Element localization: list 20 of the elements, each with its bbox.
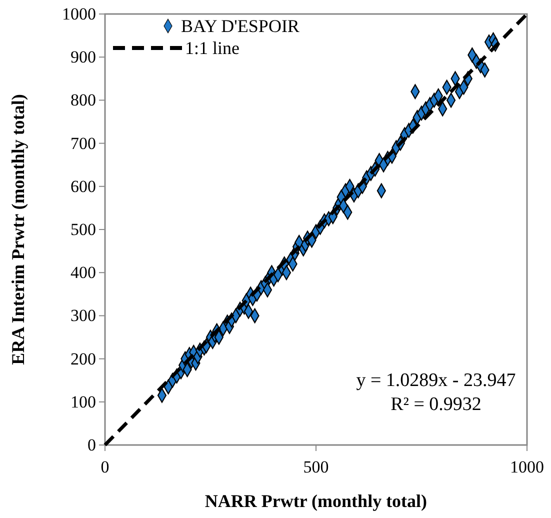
y-tick-label: 300: [70, 306, 96, 326]
x-tick-label: 0: [100, 458, 110, 477]
y-tick-label: 100: [70, 392, 96, 412]
y-axis-title: ERA Interim Prwtr (monthly total): [8, 94, 28, 365]
x-tick-label: 500: [303, 458, 329, 477]
y-tick-label: 900: [70, 48, 96, 67]
y-tick-label: 500: [70, 220, 96, 239]
annotation: y = 1.0289x - 23.947: [356, 370, 516, 391]
legend-label: 1:1 line: [185, 38, 240, 58]
y-tick-label: 1000: [62, 4, 96, 24]
y-tick-label: 600: [70, 176, 96, 196]
y-tick-label: 200: [70, 349, 96, 368]
x-axis-title: NARR Prwtr (monthly total): [204, 491, 428, 511]
legend-label: BAY D'ESPOIR: [181, 16, 300, 36]
y-tick-label: 0: [88, 435, 96, 454]
y-tick-label: 400: [70, 263, 96, 282]
x-tick-label: 1000: [510, 458, 544, 477]
y-tick-label: 800: [70, 90, 96, 110]
y-tick-label: 700: [70, 134, 96, 153]
annotation: R² = 0.9932: [390, 394, 482, 415]
